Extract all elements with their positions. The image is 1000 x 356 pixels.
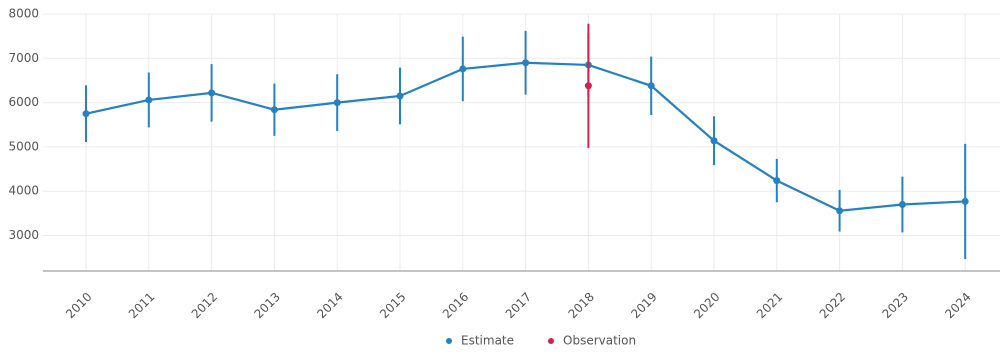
x-tick-label: 2013 [251,290,282,321]
x-tick-label: 2021 [754,290,785,321]
point [208,89,216,97]
point [961,197,969,205]
point [459,65,467,73]
point [584,82,592,90]
point [710,137,718,145]
point [647,82,655,90]
x-tick-label: 2017 [503,290,534,321]
point [82,110,90,118]
x-tick-label: 2011 [126,290,157,321]
x-tick-label: 2018 [565,290,596,321]
x-tick-label: 2015 [377,290,408,321]
y-tick-label: 5000 [8,139,39,153]
x-tick-label: 2012 [189,290,220,321]
legend-marker [446,338,452,344]
y-tick-label: 4000 [8,184,39,198]
legend-marker [548,338,555,344]
y-tick-label: 8000 [8,7,39,21]
y-tick-label: 7000 [8,51,39,65]
point [396,92,404,100]
point [522,59,530,67]
point [145,96,153,104]
y-tick-label: 6000 [8,95,39,109]
x-tick-label: 2023 [879,290,910,321]
x-tick-label: 2010 [63,290,94,321]
y-tick-label: 3000 [8,228,39,242]
x-tick-label: 2019 [628,290,659,321]
x-tick-label: 2022 [817,290,848,321]
legend-label: Estimate [461,334,514,348]
legend-label: Observation [563,334,636,348]
x-tick-label: 2014 [314,290,345,321]
point [836,207,844,215]
x-tick-label: 2024 [942,290,973,321]
point [898,201,906,209]
x-tick-label: 2020 [691,290,722,321]
point [773,177,781,185]
point [333,99,341,107]
point [270,106,278,114]
x-tick-label: 2016 [440,290,471,321]
